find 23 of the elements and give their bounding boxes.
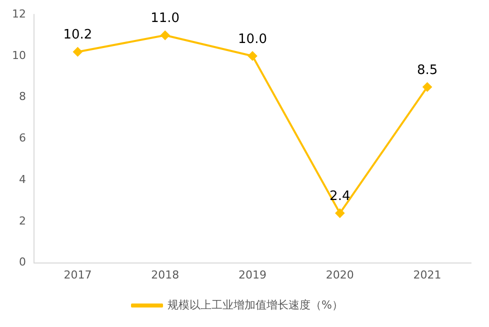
data-label: 10.2	[63, 28, 92, 43]
data-label: 2.4	[330, 189, 350, 204]
y-tick-label: 6	[18, 132, 26, 145]
point	[73, 47, 82, 56]
point	[248, 51, 257, 60]
y-tick-label: 8	[18, 90, 26, 104]
legend-label: 规模以上工业增加值增长速度（%）	[168, 298, 343, 312]
point	[335, 208, 344, 218]
x-tick-label: 2018	[151, 268, 180, 282]
x-tick-label: 2020	[326, 268, 354, 282]
x-tick-label: 2021	[413, 268, 442, 282]
x-tick-label: 2017	[64, 268, 92, 282]
point	[160, 30, 170, 40]
data-label: 10.0	[238, 32, 267, 47]
data-label: 8.5	[416, 62, 438, 78]
data-label: 11.0	[150, 11, 180, 26]
y-tick-label: 12	[12, 7, 26, 20]
y-tick-label: 0	[18, 256, 26, 269]
y-tick-label: 4	[18, 172, 26, 186]
y-tick-label: 2	[18, 214, 26, 228]
point	[422, 82, 432, 92]
x-tick-label: 2019	[238, 268, 266, 282]
y-tick-label: 10	[12, 48, 26, 62]
